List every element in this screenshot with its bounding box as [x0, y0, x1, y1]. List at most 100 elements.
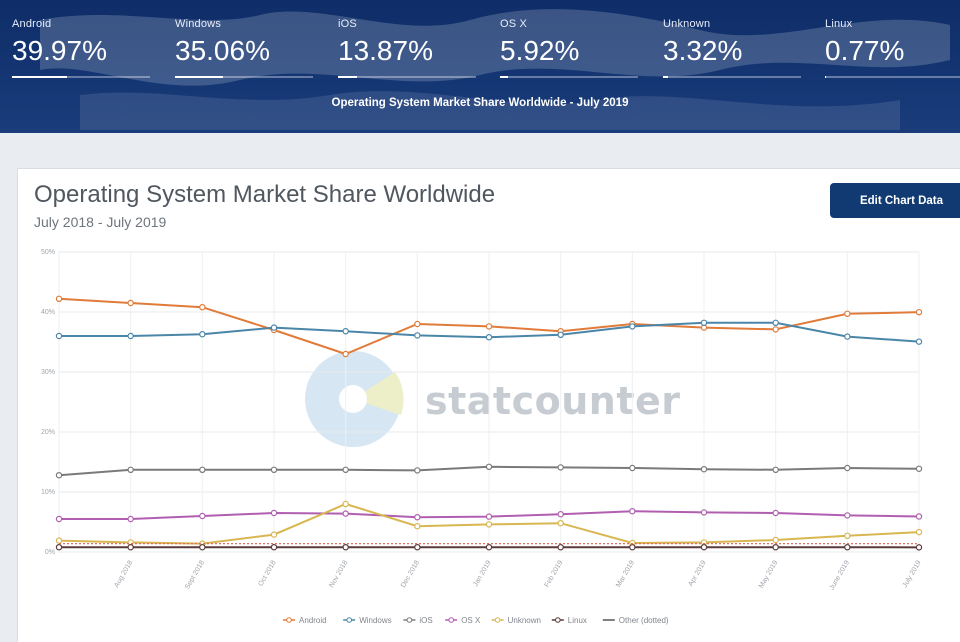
data-point	[916, 339, 921, 344]
x-tick-label: Mar 2019	[615, 559, 636, 588]
data-point	[630, 465, 635, 470]
y-tick-label: 30%	[41, 369, 55, 376]
legend-label: iOS	[419, 616, 432, 625]
x-tick-label: July 2019	[902, 559, 923, 589]
data-point	[271, 510, 276, 515]
data-point	[773, 510, 778, 515]
data-point	[271, 325, 276, 330]
data-point	[916, 310, 921, 315]
legend-label: Android	[299, 616, 327, 625]
data-point	[343, 329, 348, 334]
data-point	[128, 300, 133, 305]
data-point	[128, 545, 133, 550]
data-point	[200, 513, 205, 518]
watermark-logo-center	[339, 385, 367, 413]
data-point	[200, 467, 205, 472]
data-point	[486, 324, 491, 329]
data-point	[845, 311, 850, 316]
legend-marker	[287, 618, 292, 623]
data-point	[916, 545, 921, 550]
data-point	[486, 522, 491, 527]
data-point	[630, 545, 635, 550]
data-point	[916, 466, 921, 471]
data-point	[845, 334, 850, 339]
y-tick-label: 0%	[45, 549, 55, 556]
x-tick-label: June 2019	[829, 559, 851, 591]
legend-label: Unknown	[508, 616, 541, 625]
data-point	[773, 327, 778, 332]
data-point	[56, 538, 61, 543]
statcounter-watermark: statcounter	[305, 351, 681, 447]
legend-marker	[347, 618, 352, 623]
legend-marker	[556, 618, 561, 623]
data-point	[916, 529, 921, 534]
x-tick-label: Dec 2018	[400, 559, 421, 589]
data-point	[343, 467, 348, 472]
data-point	[343, 501, 348, 506]
data-point	[271, 545, 276, 550]
data-point	[773, 320, 778, 325]
data-point	[56, 473, 61, 478]
data-point	[415, 515, 420, 520]
x-tick-label: Aug 2018	[113, 559, 134, 589]
data-point	[558, 512, 563, 517]
data-point	[486, 545, 491, 550]
data-point	[415, 333, 420, 338]
legend-marker	[449, 618, 454, 623]
x-tick-label: Apr 2019	[687, 559, 707, 587]
data-point	[845, 533, 850, 538]
data-point	[415, 468, 420, 473]
data-point	[56, 333, 61, 338]
data-point	[56, 296, 61, 301]
data-point	[701, 545, 706, 550]
data-point	[845, 545, 850, 550]
data-point	[271, 532, 276, 537]
data-point	[128, 516, 133, 521]
data-point	[415, 545, 420, 550]
data-point	[200, 305, 205, 310]
legend-marker	[495, 618, 500, 623]
x-tick-label: Nov 2018	[328, 559, 349, 589]
data-point	[630, 324, 635, 329]
data-point	[128, 467, 133, 472]
data-point	[701, 510, 706, 515]
x-tick-label: Jan 2019	[472, 559, 493, 588]
x-tick-label: Feb 2019	[544, 559, 565, 588]
y-tick-label: 20%	[41, 429, 55, 436]
data-point	[486, 335, 491, 340]
y-tick-label: 10%	[41, 489, 55, 496]
data-point	[415, 321, 420, 326]
y-tick-label: 50%	[41, 249, 55, 256]
data-point	[558, 465, 563, 470]
data-point	[415, 524, 420, 529]
data-point	[558, 545, 563, 550]
legend-label: Linux	[568, 616, 587, 625]
data-point	[200, 545, 205, 550]
y-tick-label: 40%	[41, 309, 55, 316]
legend-label: Other (dotted)	[619, 616, 669, 625]
data-point	[701, 320, 706, 325]
legend-marker	[407, 618, 412, 623]
data-point	[128, 333, 133, 338]
data-point	[701, 467, 706, 472]
legend-label: OS X	[461, 616, 481, 625]
legend-label: Windows	[359, 616, 391, 625]
data-point	[845, 465, 850, 470]
data-point	[200, 332, 205, 337]
data-point	[773, 545, 778, 550]
data-point	[56, 545, 61, 550]
data-point	[56, 516, 61, 521]
data-point	[630, 509, 635, 514]
data-point	[773, 467, 778, 472]
data-point	[773, 537, 778, 542]
x-tick-label: Sept 2018	[184, 559, 206, 590]
data-point	[845, 513, 850, 518]
data-point	[486, 464, 491, 469]
data-point	[558, 332, 563, 337]
x-tick-label: Oct 2018	[257, 559, 277, 587]
data-point	[271, 467, 276, 472]
data-point	[343, 511, 348, 516]
watermark-text: statcounter	[425, 379, 681, 423]
data-point	[343, 545, 348, 550]
